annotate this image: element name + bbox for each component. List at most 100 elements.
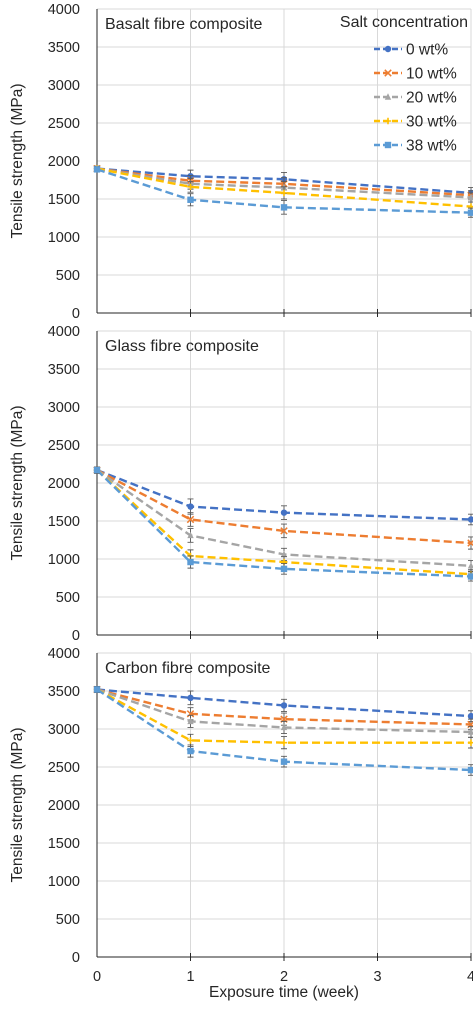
x-axis-title: Exposure time (week) [209,984,359,1001]
y-tick-label: 1500 [48,192,80,208]
legend-marker [384,117,392,125]
y-tick-label: 2000 [48,154,80,170]
x-tick-label: 1 [186,969,194,985]
series-line [96,688,472,734]
series-line [96,167,472,195]
series-line [96,688,472,772]
legend: Salt concentration 0 wt% 10 wt% 20 wt% 30 wt… [340,14,468,155]
y-tick-label: 4000 [48,646,80,662]
data-point [467,516,473,523]
series-38-wt- [93,166,473,218]
y-tick-label: 4000 [48,324,80,340]
series-line [96,469,472,576]
data-point [467,209,473,216]
data-point [280,189,288,197]
data-point [187,737,194,744]
series-line [96,468,472,521]
y-tick-label: 3000 [48,400,80,416]
legend-marker [384,69,392,77]
y-tick-label: 0 [72,950,80,966]
chart-panel-2: 0 500 1000 1500 2000 2500 3000 3500 4000 Tensile … [9,324,473,644]
y-tick-label: 2000 [48,798,80,814]
y-tick-label: 1000 [48,230,80,246]
panel-title: Basalt fibre composite [105,16,263,33]
legend-marker [384,45,392,53]
legend-marker [384,141,392,149]
legend-label: 20 wt% [406,90,457,107]
y-axis-title: Tensile strength (MPa) [9,727,26,882]
series-38-wt- [93,466,473,582]
y-tick-label: 3000 [48,78,80,94]
data-point [187,183,194,191]
data-point [187,196,194,203]
series-line [96,469,472,578]
legend-title: Salt concentration [340,14,468,31]
data-point [467,539,473,547]
data-point [93,686,101,693]
series-line [96,167,472,208]
legend-label: 38 wt% [406,138,457,155]
data-point [93,166,101,173]
x-tick-label: 4 [467,969,473,985]
series-line [96,168,472,214]
data-point [467,712,473,720]
y-tick-label: 1500 [48,514,80,530]
data-point [187,717,194,725]
y-tick-label: 500 [56,268,80,284]
data-point [280,723,288,731]
series-line [96,167,472,197]
series-line [96,688,472,726]
legend-label: 0 wt% [406,42,448,59]
data-point [467,739,473,746]
data-point [467,203,473,210]
data-point [280,758,288,765]
series-38-wt- [93,685,473,776]
series-line [96,688,471,744]
y-tick-label: 1000 [48,552,80,568]
y-tick-label: 500 [56,912,80,928]
y-tick-label: 3500 [48,684,80,700]
y-tick-label: 3500 [48,362,80,378]
data-point [187,558,194,566]
data-point [187,747,194,755]
chart-panel-3: 0 500 1000 1500 2000 2500 3000 3500 4000 Tensile … [9,646,473,1001]
data-point [280,509,288,516]
y-axis-title: Tensile strength (MPa) [9,83,26,238]
y-tick-label: 2000 [48,476,80,492]
legend-label: 30 wt% [406,114,457,131]
y-tick-label: 4000 [48,2,80,18]
data-point [186,515,195,524]
series-line [96,469,472,545]
data-point [93,466,101,474]
y-tick-label: 3000 [48,722,80,738]
data-point [280,527,288,535]
data-point [187,694,194,702]
y-tick-label: 2500 [48,760,80,776]
series-line [96,688,472,718]
chart-panel-1: 0 500 1000 1500 2000 2500 3000 3500 4000 Tensile … [9,2,473,322]
panel-title: Carbon fibre composite [105,660,271,677]
y-axis-title: Tensile strength (MPa) [9,405,26,560]
data-point [280,550,288,558]
x-tick-label: 0 [93,969,101,985]
y-tick-label: 2500 [48,438,80,454]
data-point [187,531,194,539]
data-point [467,728,473,735]
series-line [96,167,472,199]
data-point [280,565,288,573]
x-tick-label: 3 [373,969,381,985]
x-tick-label: 2 [280,969,288,985]
y-tick-label: 0 [72,628,80,644]
legend-marker [384,93,392,100]
legend-label: 10 wt% [406,66,457,83]
data-point [467,562,473,569]
y-tick-label: 2500 [48,116,80,132]
y-tick-label: 1500 [48,836,80,852]
y-tick-label: 3500 [48,40,80,56]
data-point [187,503,194,510]
data-point [467,193,473,201]
data-point [280,204,288,211]
panel-title: Glass fibre composite [105,338,259,355]
series-0-wt- [93,466,473,526]
